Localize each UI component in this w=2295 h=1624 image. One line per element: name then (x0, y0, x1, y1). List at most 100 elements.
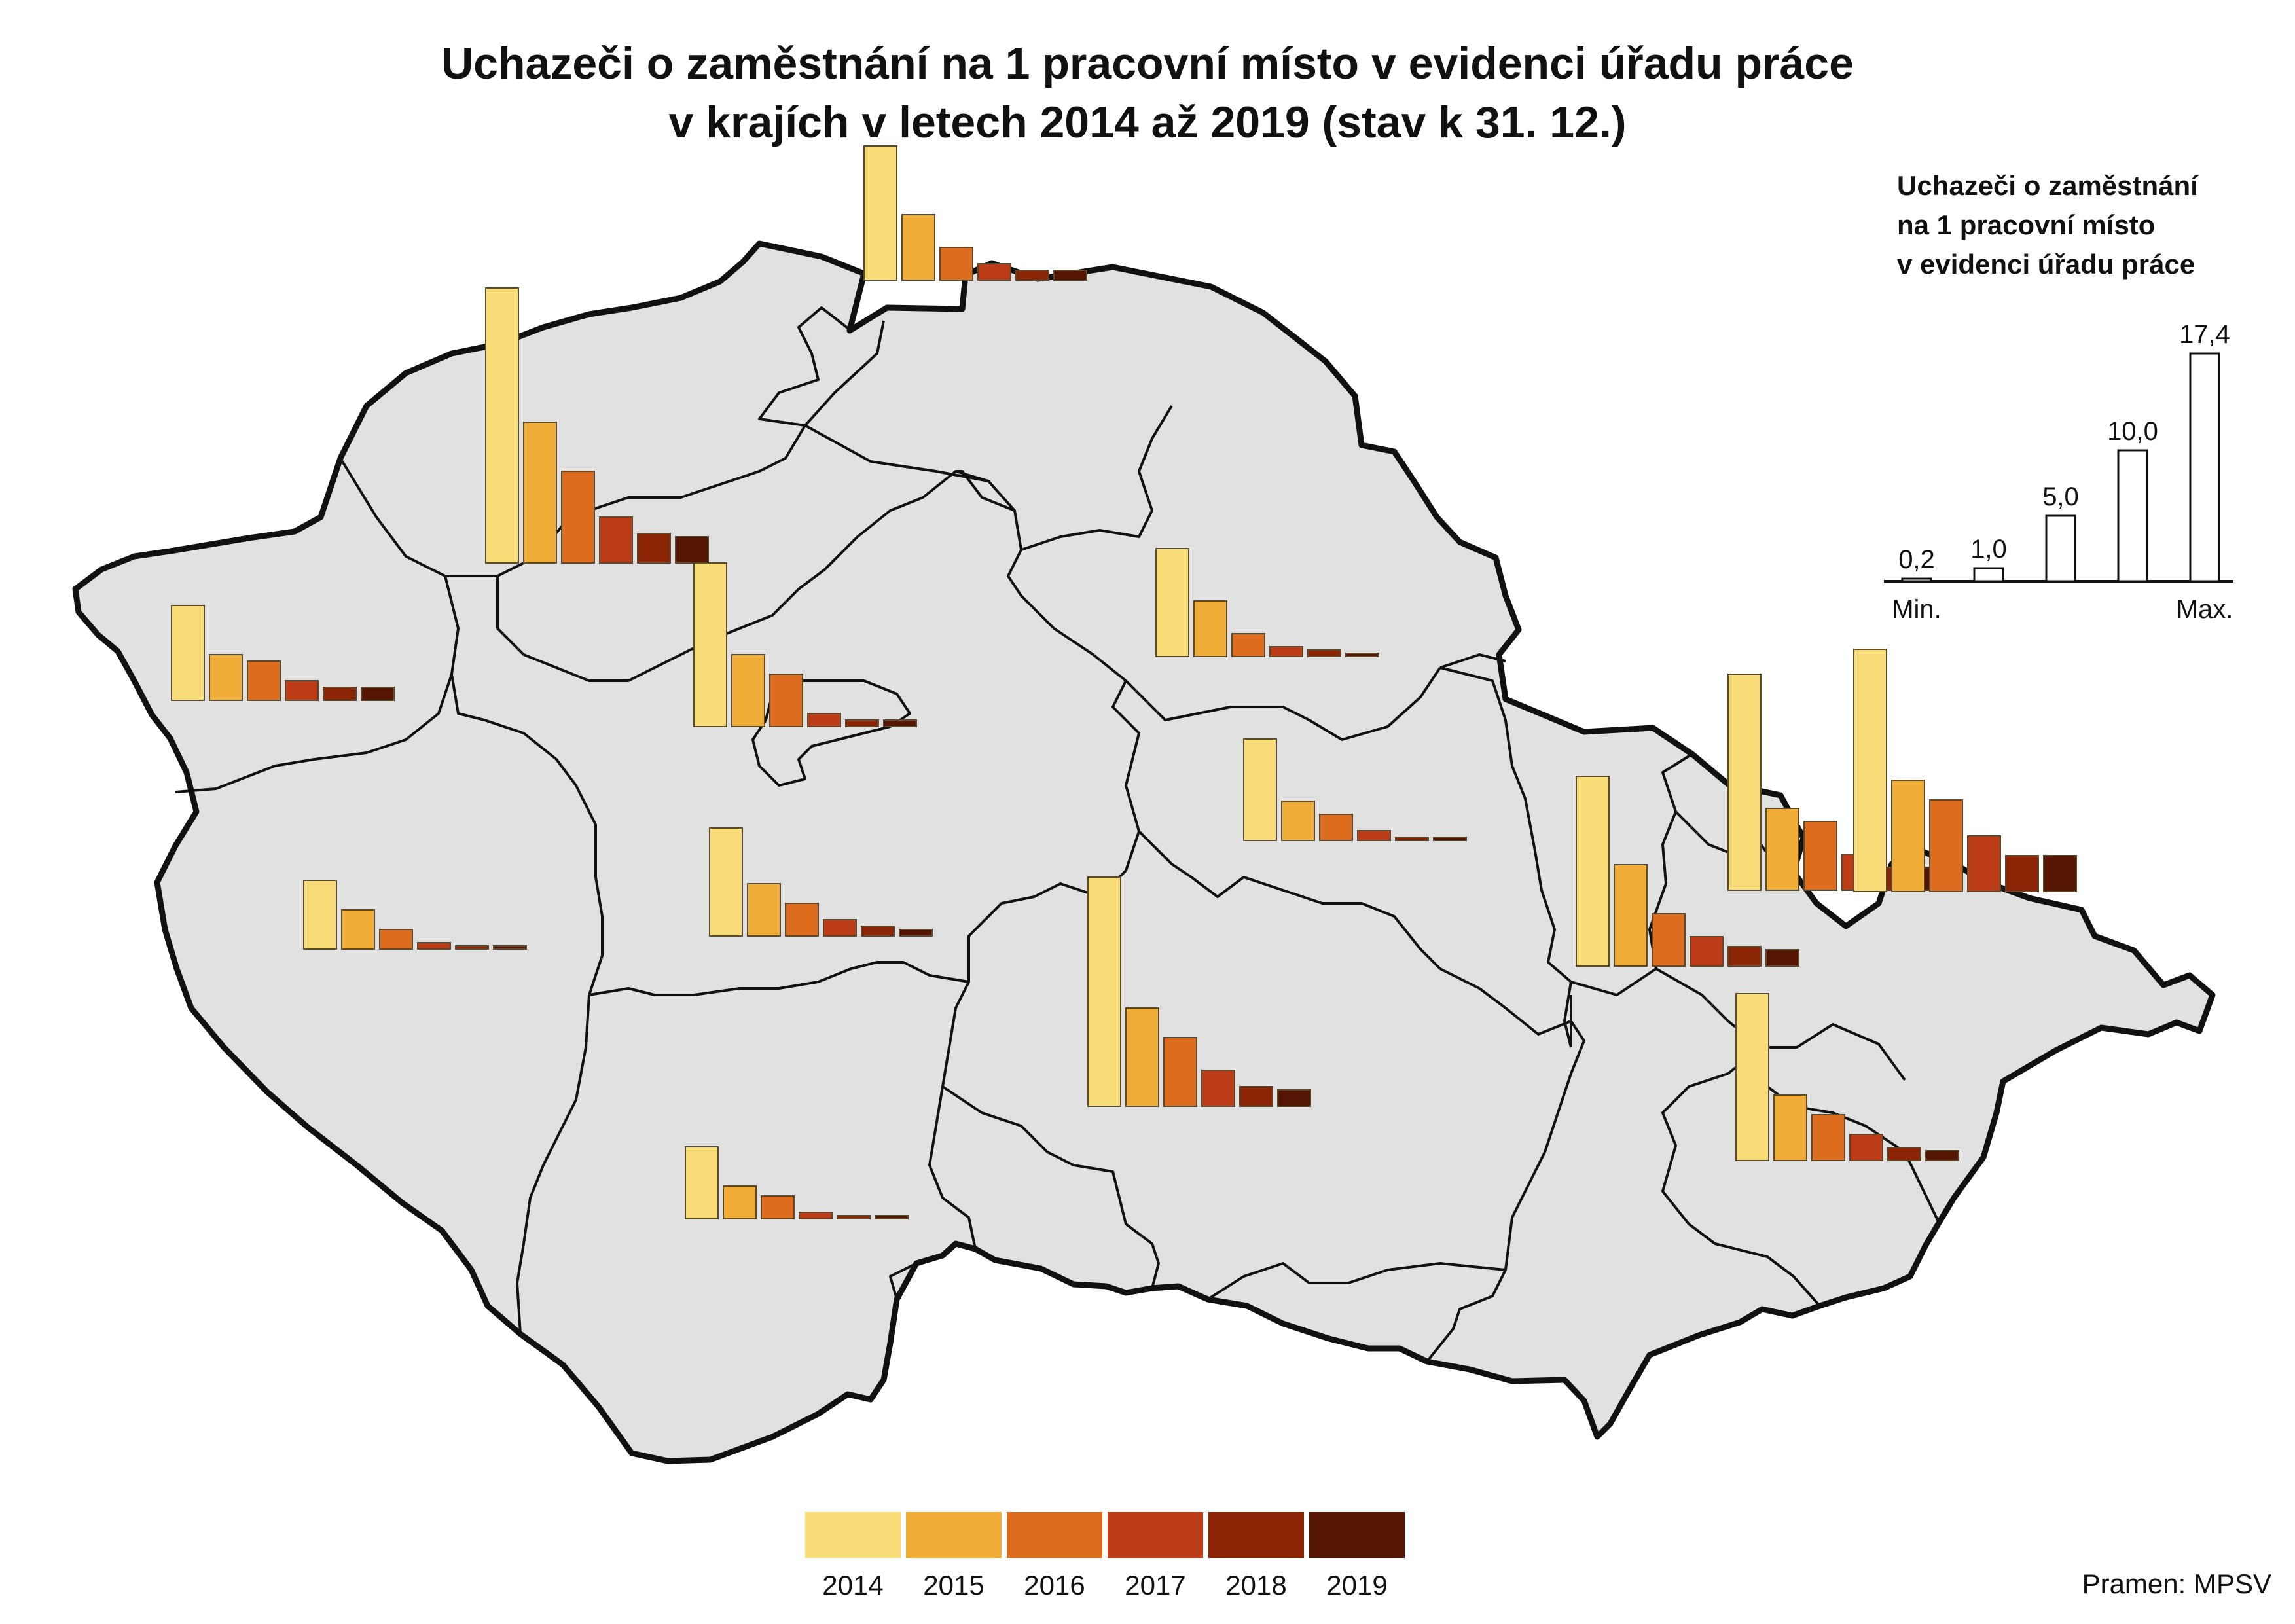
bar-2014 (864, 146, 897, 280)
bar-2017 (1270, 647, 1303, 657)
bar-2018 (323, 687, 356, 700)
bar-2018 (846, 720, 878, 727)
bar-2016 (761, 1196, 794, 1219)
bar-2019 (1926, 1151, 1959, 1161)
bar-2017 (823, 920, 856, 936)
bar-2019 (899, 929, 932, 936)
bar-2019 (884, 720, 916, 727)
size-legend-title-line1: Uchazeči o zaměstnání (1897, 166, 2198, 206)
bar-2017 (1690, 937, 1723, 966)
bar-2018 (837, 1216, 870, 1219)
bar-2014 (694, 563, 727, 727)
bar-2016 (1652, 914, 1685, 966)
bar-2016 (380, 929, 412, 949)
bar-2018 (1888, 1147, 1921, 1161)
bar-2017 (418, 943, 450, 949)
bar-2014 (304, 880, 336, 949)
bar-2015 (1282, 801, 1314, 840)
bar-2018 (1016, 270, 1049, 280)
bar-2015 (1774, 1095, 1807, 1161)
bar-2016 (1812, 1115, 1845, 1161)
bar-2019 (1054, 270, 1087, 280)
bar-2014 (1244, 739, 1276, 840)
region-bar-group (1854, 649, 2076, 892)
legend-label-2014: 2014 (805, 1570, 901, 1601)
size-legend-title-line3: v evidenci úřadu práce (1897, 245, 2198, 284)
bar-2017 (600, 517, 632, 563)
bar-2019 (1434, 837, 1466, 840)
bar-2014 (1576, 776, 1609, 966)
bar-2016 (1164, 1038, 1197, 1106)
bar-2017 (1358, 831, 1390, 840)
legend-label-2018: 2018 (1208, 1570, 1304, 1601)
bar-2018 (1240, 1087, 1273, 1106)
bar-2016 (1804, 821, 1837, 890)
bar-2016 (770, 674, 803, 727)
legend-label-2015: 2015 (906, 1570, 1002, 1601)
bar-2016 (940, 247, 973, 280)
bar-2017 (1850, 1134, 1883, 1161)
source-note: Pramen: MPSV (2082, 1568, 2271, 1600)
bar-2015 (209, 655, 242, 700)
bar-2018 (456, 946, 488, 949)
bar-2014 (1088, 877, 1121, 1106)
bar-2015 (1892, 780, 1925, 892)
legend-swatch-2017 (1108, 1512, 1203, 1558)
size-legend-bar (1974, 568, 2003, 581)
bar-2017 (1968, 836, 2000, 892)
size-legend-bar (2046, 516, 2075, 581)
bar-2016 (1930, 800, 1962, 892)
bar-2014 (1736, 994, 1769, 1161)
bar-2017 (1202, 1070, 1235, 1106)
bar-2018 (2006, 856, 2038, 892)
legend-swatch-2014 (805, 1512, 901, 1558)
bar-2019 (676, 537, 708, 563)
bar-2015 (524, 422, 556, 563)
bar-2016 (786, 903, 818, 936)
size-legend-bar (2118, 450, 2147, 581)
bar-2015 (732, 655, 765, 727)
bar-2016 (1320, 814, 1352, 840)
legend-label-2016: 2016 (1007, 1570, 1102, 1601)
size-legend-max-label: Max. (2177, 595, 2233, 624)
bar-2018 (1728, 947, 1761, 966)
bar-2015 (1194, 601, 1227, 657)
size-legend-bar (1902, 579, 1931, 581)
bar-2014 (1854, 649, 1887, 892)
bar-2019 (875, 1216, 908, 1219)
bar-2014 (685, 1147, 718, 1219)
bar-2015 (723, 1186, 756, 1219)
bar-2014 (1728, 674, 1761, 890)
bar-2014 (710, 828, 742, 936)
bar-2019 (1766, 950, 1799, 966)
legend-swatch-2016 (1007, 1512, 1102, 1558)
bar-2019 (361, 687, 394, 700)
bar-2017 (285, 681, 318, 700)
size-legend-title: Uchazeči o zaměstnání na 1 pracovní míst… (1897, 166, 2198, 284)
bar-2016 (1232, 634, 1265, 657)
bar-2015 (902, 215, 935, 280)
bar-2019 (2044, 856, 2076, 892)
region-bar-group (864, 146, 1087, 280)
size-legend-value-label: 0,2 (1898, 545, 1935, 574)
bar-2014 (486, 288, 518, 563)
bar-2016 (562, 471, 594, 563)
size-legend-value-label: 1,0 (1970, 535, 2007, 564)
bar-2017 (799, 1212, 832, 1219)
legend-swatch-2015 (906, 1512, 1002, 1558)
bar-2018 (1396, 837, 1428, 840)
bar-2018 (638, 533, 670, 563)
size-legend-min-label: Min. (1892, 595, 1942, 624)
bar-2015 (1766, 808, 1799, 890)
bar-2016 (247, 661, 280, 700)
legend-swatch-2019 (1309, 1512, 1405, 1558)
bar-2015 (342, 910, 374, 949)
bar-2018 (861, 926, 894, 936)
size-legend: 0,2 1,0 5,0 10,0 17,4 Min. Max. (1884, 320, 2233, 624)
bar-2019 (1278, 1090, 1310, 1106)
bar-2017 (808, 713, 840, 727)
bar-2014 (1156, 549, 1189, 657)
bar-2019 (1346, 653, 1379, 657)
size-legend-value-label: 17,4 (2179, 320, 2230, 349)
size-legend-value-label: 10,0 (2107, 417, 2158, 446)
